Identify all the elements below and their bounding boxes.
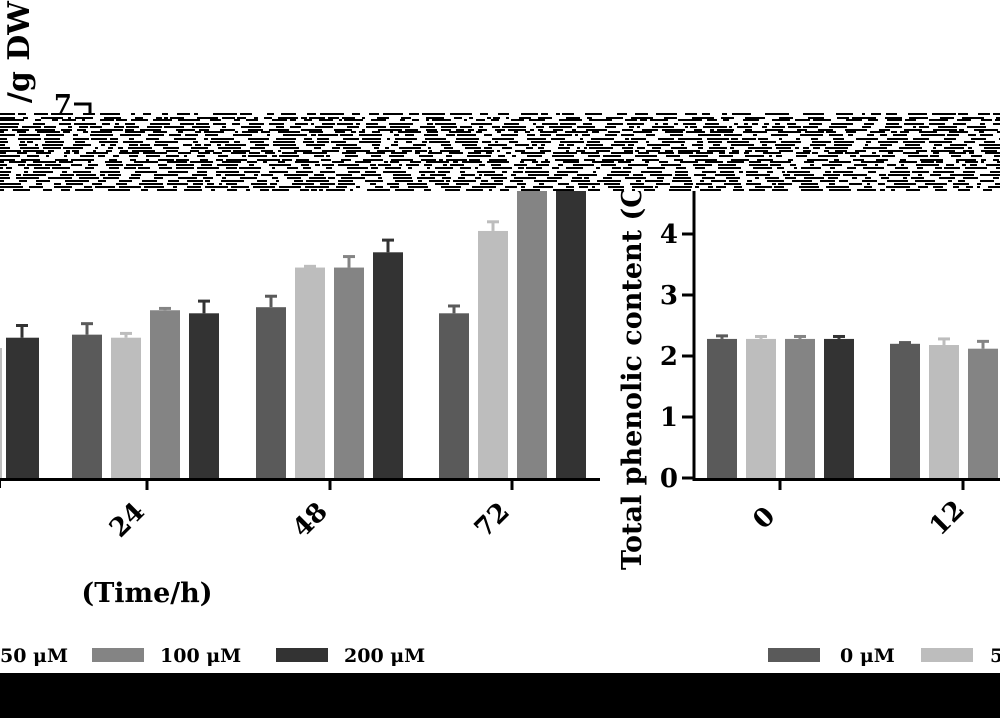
black-bottom-band	[0, 673, 1000, 718]
y-tick-label-top: 7	[54, 90, 72, 120]
right-legend: 0 μM 5	[768, 645, 1000, 667]
bar-partial-edge	[0, 348, 2, 478]
x-tick-label: 24	[104, 497, 151, 544]
y-axis-top-corner	[74, 102, 92, 114]
legend-label: 100 μM	[160, 645, 241, 667]
legend-label: 200 μM	[344, 645, 425, 667]
y-tick-label: 0	[660, 464, 678, 494]
x-tick-label: 0	[747, 501, 781, 535]
legend-swatch	[921, 648, 973, 662]
bar-50M-t48	[295, 267, 325, 478]
bar-50M-t12	[929, 345, 959, 478]
y-tick-label: 4	[660, 220, 678, 250]
bar-0M-t24	[72, 334, 102, 478]
bar-partial-group	[6, 337, 39, 478]
bar-0M-t12	[890, 343, 920, 478]
bar-200M-t72	[556, 191, 586, 478]
bar-50M-t24	[111, 337, 141, 478]
bar-50M-t72	[478, 230, 508, 478]
x-tick-label: 12	[924, 495, 971, 542]
legend-swatch	[92, 648, 144, 662]
bar-100M-t24	[150, 310, 180, 478]
bar-100M-t0	[785, 338, 815, 478]
legend-label: 5	[990, 645, 1000, 667]
bar-0M-t48	[256, 307, 286, 478]
bar-100M-t72	[517, 191, 547, 478]
bar-0M-t0	[707, 338, 737, 478]
y-axis-label-fragment: /g DW)	[2, 0, 37, 103]
x-tick-label: 48	[287, 497, 334, 544]
x-tick-label: 72	[469, 497, 516, 544]
y-tick-label: 3	[660, 281, 678, 311]
bar-200M-t48	[373, 252, 403, 478]
y-tick-label: 1	[660, 403, 678, 433]
x-axis-label: (Time/h)	[81, 578, 212, 609]
legend-label: 50 μM	[0, 645, 68, 667]
bar-50M-t0	[746, 338, 776, 478]
bar-100M-t48	[334, 267, 364, 478]
legend-swatch	[276, 648, 328, 662]
y-axis-label: Total phenolic content (C	[617, 186, 648, 570]
bar-200M-t24	[189, 313, 219, 478]
y-tick-label: 2	[660, 342, 678, 372]
bar-200M-t0	[824, 338, 854, 478]
left-chart-panel: 24 48 72 (Time/h) /g DW) 7	[0, 0, 600, 609]
scan-artifact-band	[0, 113, 1000, 191]
bar-0M-t72	[439, 313, 469, 478]
legend-swatch	[768, 648, 820, 662]
left-legend: 50 μM 100 μM 200 μM	[0, 645, 425, 667]
legend-label: 0 μM	[840, 645, 895, 667]
bar-100M-t12	[968, 348, 998, 478]
